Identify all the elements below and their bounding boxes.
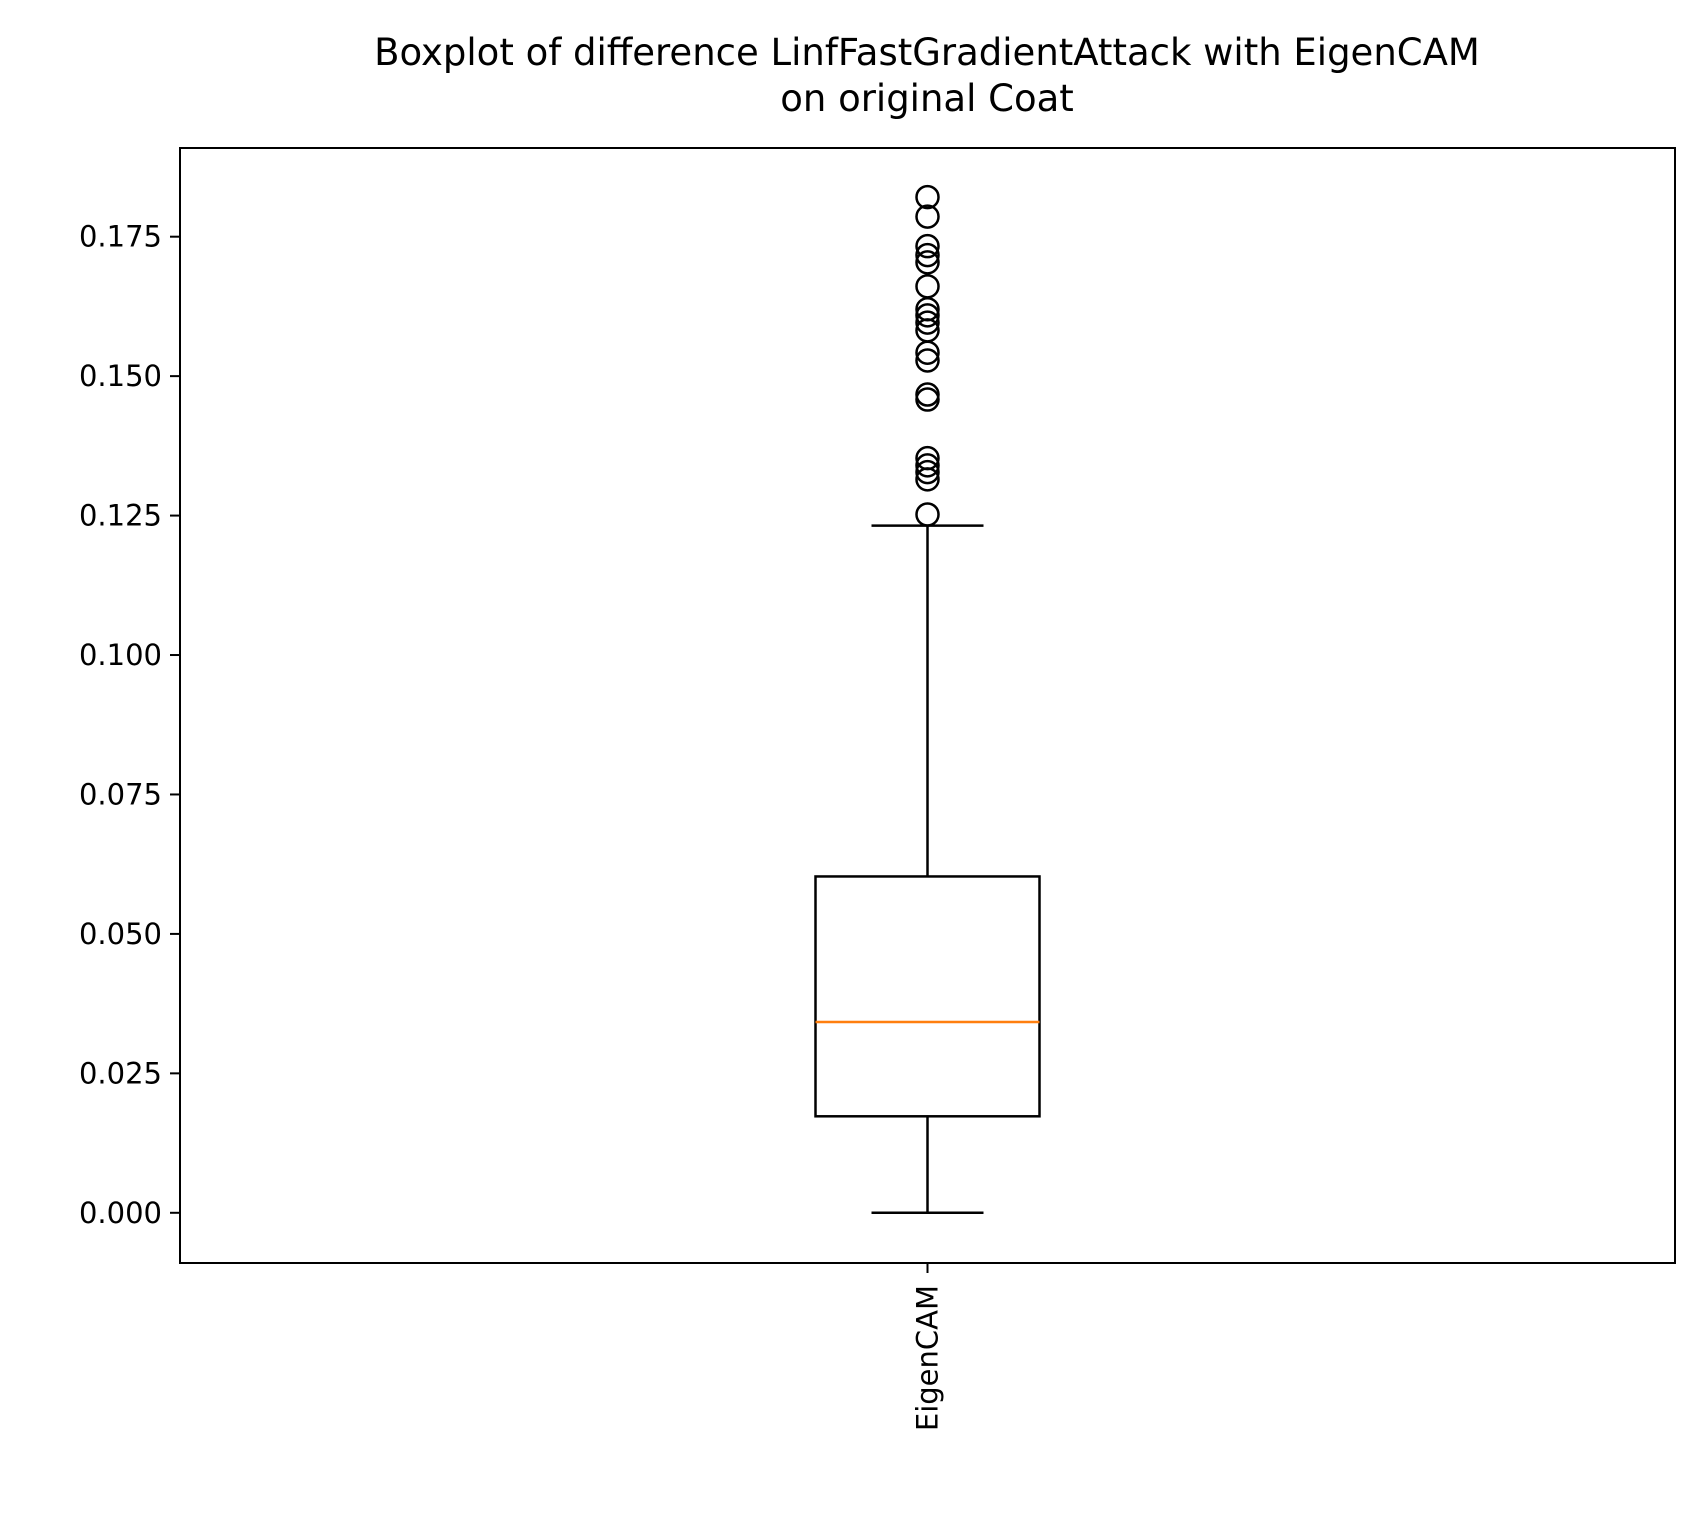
y-tick-label: 0.075 <box>79 777 162 811</box>
outlier-point <box>915 242 940 268</box>
outlier-point <box>915 310 940 335</box>
box-iqr <box>814 875 1041 1118</box>
outlier-point <box>915 204 940 229</box>
outlier-point <box>915 250 940 275</box>
plot-frame <box>179 147 1676 1264</box>
chart-title-line-2: on original Coat <box>780 77 1074 120</box>
outlier-point <box>915 502 940 527</box>
outlier-point <box>915 303 940 328</box>
outlier-point <box>915 348 940 373</box>
y-tick-label: 0.125 <box>79 499 162 533</box>
chart-title-line-1: Boxplot of difference LinfFastGradientAt… <box>374 31 1480 74</box>
x-tick-label: EigenCAM <box>911 1285 945 1431</box>
y-tick-label: 0.025 <box>79 1056 162 1090</box>
y-tick-label: 0.100 <box>79 638 162 672</box>
outlier-point <box>915 459 940 485</box>
outlier-point <box>915 382 940 407</box>
outlier-point <box>915 445 940 471</box>
outlier-point <box>915 453 940 478</box>
y-tick-label: 0.050 <box>79 917 162 951</box>
outlier-point <box>915 184 940 210</box>
outlier-point <box>915 387 940 412</box>
outlier-point <box>915 274 940 299</box>
y-tick-label: 0.000 <box>79 1196 162 1230</box>
y-tick-label: 0.150 <box>79 359 162 393</box>
y-tick-label: 0.175 <box>79 220 162 254</box>
outlier-point <box>915 233 940 259</box>
